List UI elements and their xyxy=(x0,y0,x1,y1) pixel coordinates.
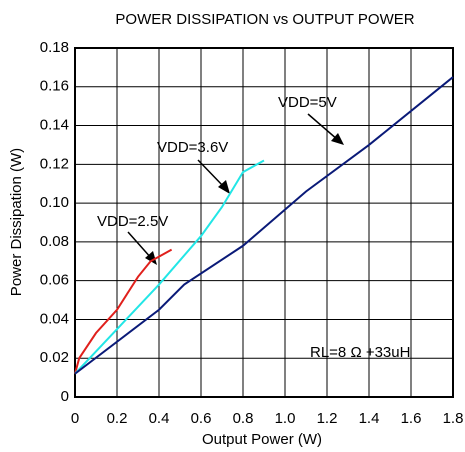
x-tick-label: 1.2 xyxy=(317,410,338,427)
y-tick-label: 0.02 xyxy=(40,349,69,366)
y-tick-label: 0.16 xyxy=(40,78,69,95)
series-label: VDD=5V xyxy=(278,94,337,111)
y-tick-label: 0.12 xyxy=(40,155,69,172)
x-tick-label: 0 xyxy=(71,410,79,427)
x-tick-label: 1.4 xyxy=(359,410,380,427)
series-label: VDD=2.5V xyxy=(97,213,168,230)
y-tick-label: 0.10 xyxy=(40,194,69,211)
y-axis-label: Power Dissipation (W) xyxy=(8,148,25,296)
y-tick-label: 0.18 xyxy=(40,39,69,56)
x-axis-label: Output Power (W) xyxy=(202,431,322,448)
x-tick-label: 0.8 xyxy=(233,410,254,427)
x-tick-label: 0.2 xyxy=(107,410,128,427)
series-line xyxy=(74,76,454,375)
x-tick-label: 1.6 xyxy=(401,410,422,427)
annotation: RL=8 Ω +33uH xyxy=(310,344,410,361)
y-tick-label: 0.14 xyxy=(40,117,69,134)
chart-title: POWER DISSIPATION vs OUTPUT POWER xyxy=(115,11,414,28)
arrowheads xyxy=(145,133,344,265)
y-tick-label: 0.04 xyxy=(40,310,69,327)
y-tick-label: 0 xyxy=(61,388,69,405)
x-tick-label: 0.4 xyxy=(149,410,170,427)
y-tick-label: 0.08 xyxy=(40,233,69,250)
series-label: VDD=3.6V xyxy=(157,139,228,156)
x-tick-label: 1.8 xyxy=(443,410,464,427)
plot-frame xyxy=(74,47,454,398)
x-tick-label: 0.6 xyxy=(191,410,212,427)
series-line xyxy=(74,248,173,374)
x-tick-label: 1.0 xyxy=(275,410,296,427)
y-tick-label: 0.06 xyxy=(40,272,69,289)
series-line xyxy=(74,159,265,375)
